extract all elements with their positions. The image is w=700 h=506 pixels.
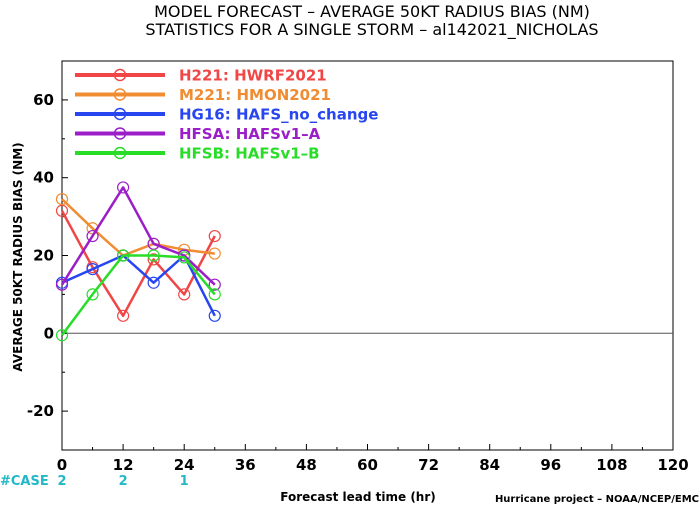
- plot-area: 0 12 24 36 48 60 72 84 96 108 120 -20 0 20 40 60: [27, 60, 689, 474]
- data-point: [55, 204, 69, 217]
- data-point: [208, 309, 221, 322]
- data-point: [86, 288, 99, 301]
- chart-subtitle: STATISTICS FOR A SINGLE STORM – al142021…: [145, 20, 598, 40]
- data-point: [178, 288, 191, 301]
- x-tick-label: 72: [418, 456, 439, 474]
- x-tick-label: 36: [235, 456, 256, 474]
- y-tick-label: 0: [44, 324, 54, 342]
- legend-item-hfsb: HFSB: HAFSv1–B: [75, 145, 320, 163]
- y-tick-label: 20: [33, 247, 54, 265]
- legend-swatch-marker: [113, 107, 127, 121]
- x-tick-label: 60: [357, 456, 378, 474]
- legend-label: M221: HMON2021: [179, 86, 331, 104]
- data-point: [116, 249, 130, 262]
- y-tick-label: 40: [33, 169, 54, 187]
- data-point: [208, 278, 221, 291]
- case-label: #CASE: [0, 474, 49, 489]
- data-point: [178, 251, 191, 264]
- data-point: [147, 237, 160, 250]
- y-axis-label: AVERAGE 50KT RADIUS BIAS (NM): [11, 142, 25, 371]
- data-point: [208, 247, 221, 260]
- legend-item-hfsa: HFSA: HAFSv1–A: [75, 125, 321, 143]
- data-point: [116, 309, 130, 322]
- x-tick-label: 0: [57, 456, 67, 474]
- case-count: 2: [119, 474, 128, 489]
- data-point: [86, 263, 99, 276]
- legend-item-h221: H221: HWRF2021: [75, 67, 327, 85]
- legend-label: HG16: HAFS_no_change: [179, 106, 378, 124]
- series-layer: [55, 181, 221, 342]
- x-axis-label: Forecast lead time (hr): [280, 490, 436, 504]
- data-point: [55, 278, 69, 291]
- chart-title: MODEL FORECAST – AVERAGE 50KT RADIUS BIA…: [154, 2, 590, 21]
- x-tick-label: 24: [174, 456, 195, 474]
- data-point: [208, 229, 221, 243]
- x-tick-label: 48: [296, 456, 317, 474]
- legend-label: HFSB: HAFSv1–B: [179, 145, 320, 163]
- case-count: 2: [57, 474, 66, 489]
- legend-swatch-marker: [113, 88, 127, 101]
- y-tick-label: -20: [27, 402, 54, 420]
- y-tick-label: 60: [33, 91, 54, 109]
- legend-swatch-marker: [113, 127, 127, 140]
- case-counts: 2 2 1: [57, 474, 188, 489]
- legend-label: H221: HWRF2021: [179, 67, 327, 85]
- legend-item-hg16: HG16: HAFS_no_change: [75, 106, 378, 124]
- data-point: [147, 276, 160, 289]
- series-line: [60, 210, 216, 318]
- legend-swatch-marker: [113, 146, 127, 160]
- x-tick-label: 120: [657, 456, 688, 474]
- data-point: [208, 288, 221, 301]
- data-point: [86, 229, 99, 243]
- data-point: [55, 192, 69, 206]
- series-line: [60, 254, 216, 336]
- data-point: [147, 249, 160, 262]
- credit-text: Hurricane project – NOAA/NCEP/EMC: [495, 494, 699, 505]
- x-tick-label: 84: [479, 456, 500, 474]
- x-tick-label: 96: [540, 456, 561, 474]
- x-tick-label: 12: [113, 456, 134, 474]
- legend-label: HFSA: HAFSv1–A: [179, 125, 321, 143]
- series-h221: [55, 204, 221, 322]
- series-m221: [55, 192, 221, 262]
- data-point: [116, 181, 130, 194]
- legend-swatch-marker: [113, 68, 127, 82]
- data-point: [147, 253, 160, 266]
- x-tick-label: 108: [596, 456, 627, 474]
- legend-item-m221: M221: HMON2021: [75, 86, 331, 104]
- case-count: 1: [180, 474, 189, 489]
- series-hfsb: [55, 249, 221, 342]
- data-point: [55, 329, 69, 342]
